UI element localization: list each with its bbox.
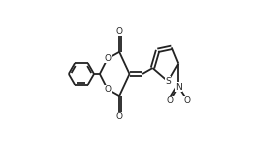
Text: O: O: [116, 112, 123, 121]
Text: O: O: [184, 96, 191, 105]
Text: N: N: [175, 83, 182, 92]
Text: O: O: [167, 96, 174, 105]
Text: O: O: [105, 54, 112, 62]
Text: O: O: [105, 86, 112, 94]
Text: S: S: [165, 77, 171, 86]
Text: O: O: [116, 27, 123, 36]
